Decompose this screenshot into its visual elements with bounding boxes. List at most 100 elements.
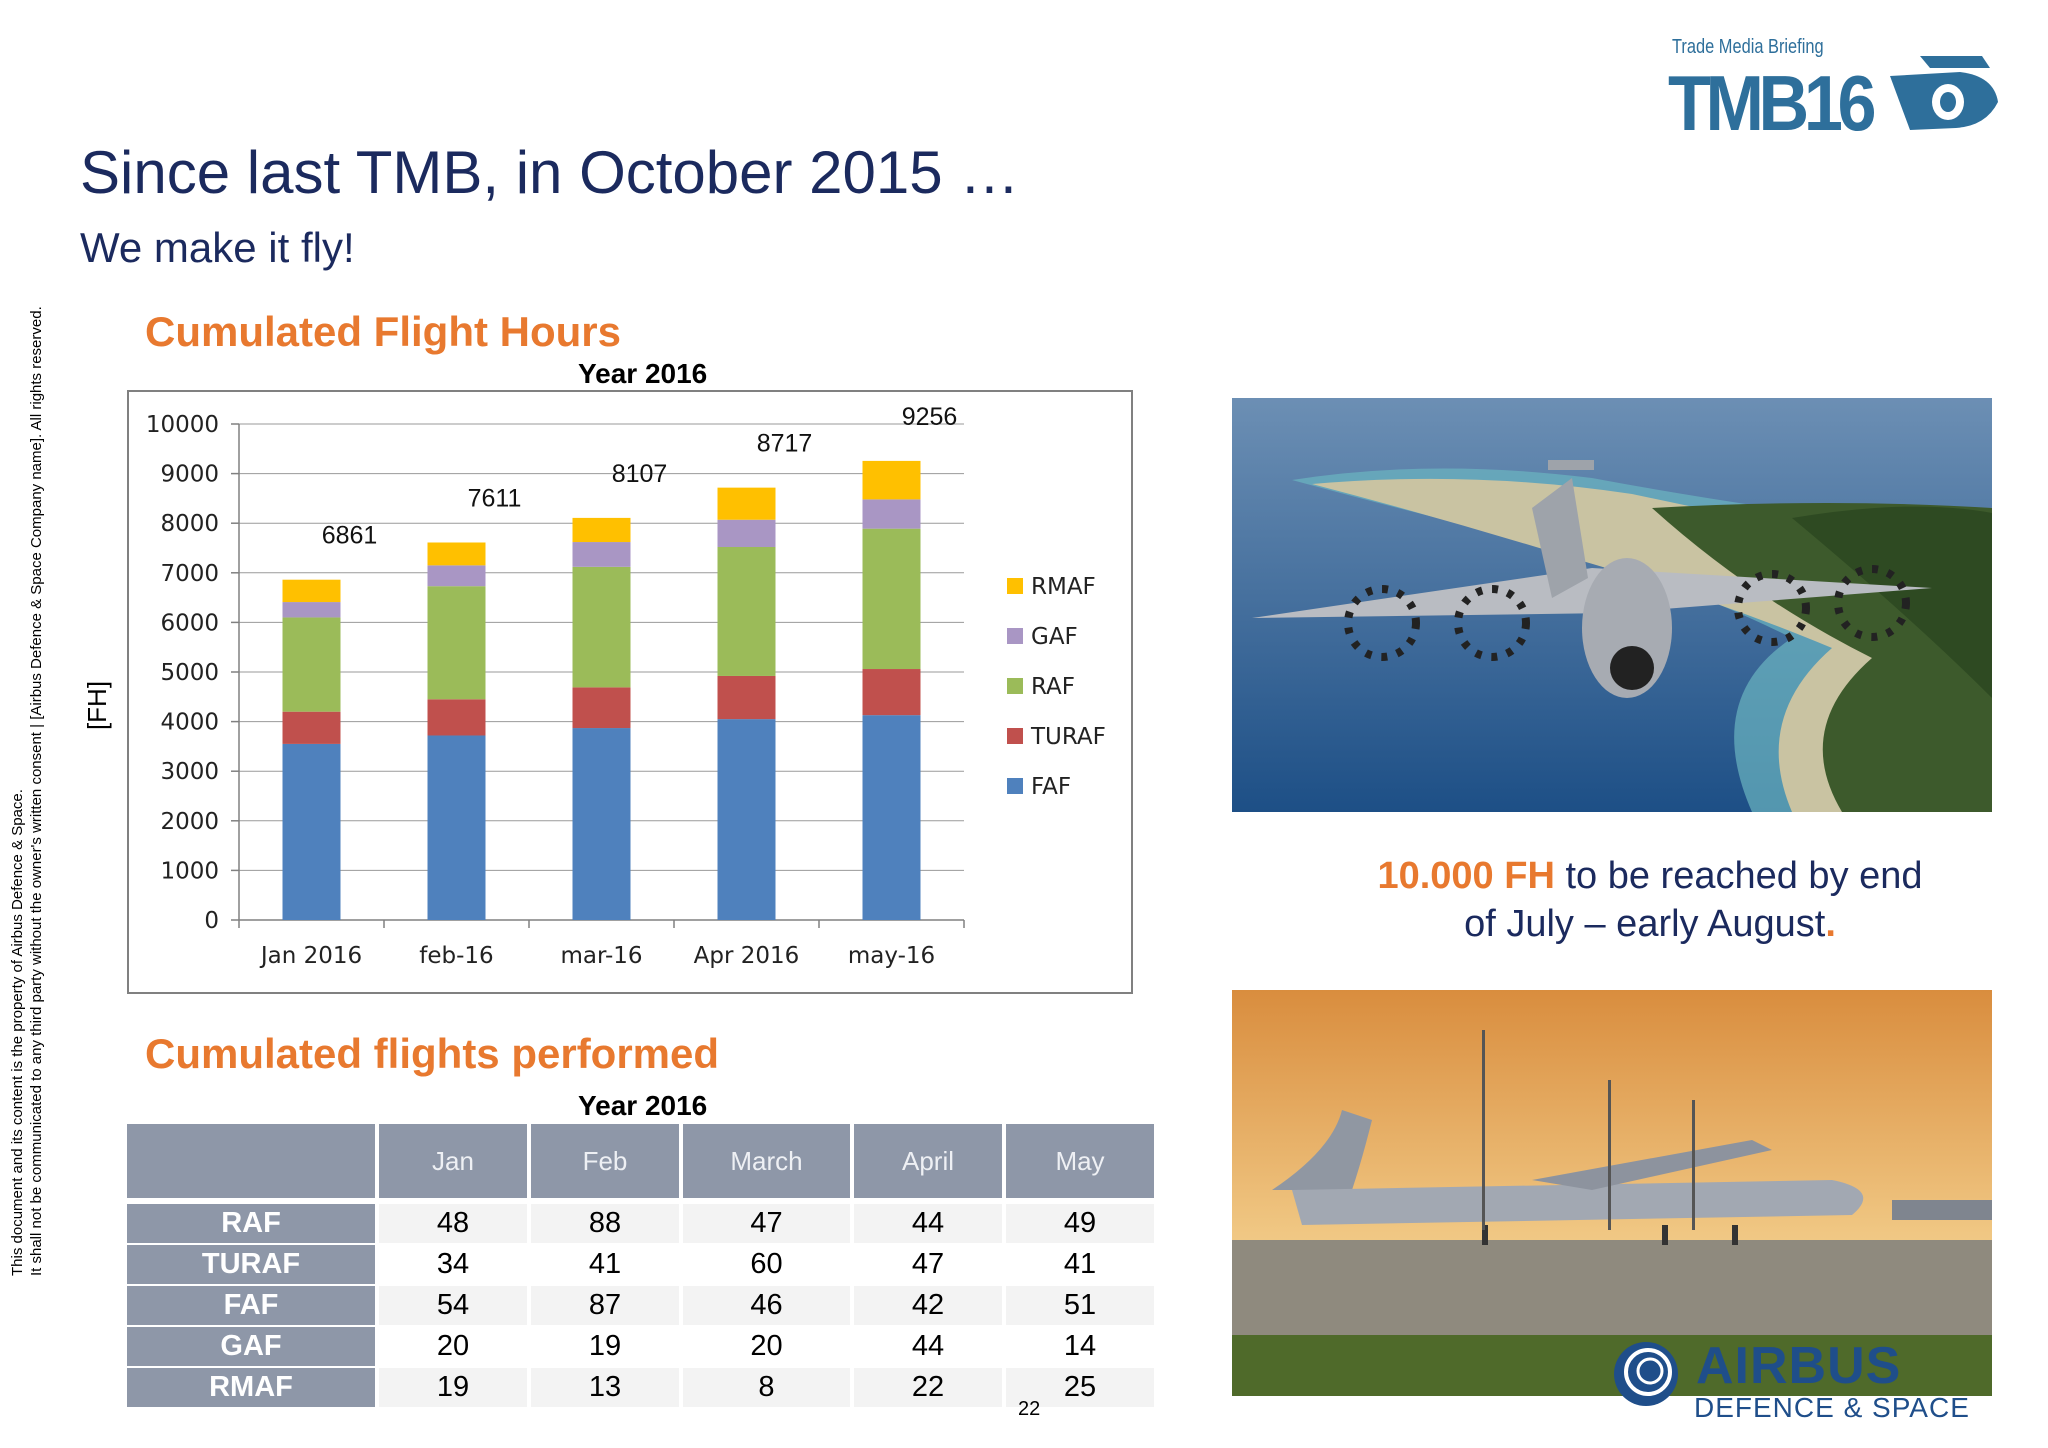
aircraft-coast-photo [1232,398,1992,812]
note-highlight: 10.000 FH [1377,855,1555,897]
y-tick-label: 8000 [160,511,219,537]
y-tick-label: 3000 [160,759,219,785]
flights-table-header: Jan Feb March April May [127,1124,1154,1198]
bar-rmaf [427,542,486,566]
bar-gaf [717,519,776,548]
table-cell: 42 [852,1285,1006,1327]
bar-raf [717,547,776,676]
bar-raf [282,617,341,712]
side-note-line-1: This document and its content is the pro… [9,789,26,1276]
bar-faf [572,728,631,920]
y-tick-label: 0 [204,908,219,934]
legend-label-rmaf: RMAF [1031,574,1096,600]
table-cell: 44 [852,1203,1006,1245]
bar-faf [717,719,776,920]
y-tick-label: 4000 [160,710,219,736]
row-header-rmaf: RMAF [127,1367,379,1409]
table-row: RMAF 19 13 8 22 25 [127,1367,1154,1409]
copyright-side-note: This document and its content is the pro… [8,306,68,1276]
bar-faf [282,743,341,920]
table-cell: 51 [1004,1285,1154,1327]
table-cell: 41 [1004,1244,1154,1286]
flight-hours-chart-frame: 0 1000 2000 3000 4000 5000 6000 7000 8000 9000 100… [127,390,1133,994]
table-cell: 46 [681,1285,854,1327]
legend-swatch-gaf [1007,628,1023,644]
col-header-jan: Jan [377,1124,531,1198]
data-label-total: 8107 [612,460,668,488]
table-row: RAF 48 88 47 44 49 [127,1203,1154,1245]
y-tick-label: 10000 [146,412,219,438]
flights-table: Jan Feb March April May RAF 48 88 47 44 49 TUR… [127,1124,1156,1409]
data-label-total: 7611 [468,484,522,512]
table-cell: 87 [529,1285,683,1327]
bar-rmaf [572,517,631,543]
side-note-line-2: It shall not be communicated to any thir… [28,306,45,1276]
bar-rmaf [717,487,776,520]
table-cell: 22 [852,1367,1006,1409]
flights-table-body: RAF 48 88 47 44 49 TURAF 34 41 60 47 41 FAF 54 87 46 42 5… [127,1203,1154,1409]
bar-raf [572,566,631,688]
bar-turaf [862,669,921,716]
bar-turaf [572,687,631,729]
table-cell: 41 [529,1244,683,1286]
x-tick-label: may-16 [848,943,935,969]
y-axis-label: [FH] [82,680,113,731]
bar-faf [427,735,486,920]
flights-year-title: Year 2016 [578,1090,708,1121]
table-cell: 47 [852,1244,1006,1286]
col-header-may: May [1004,1124,1154,1198]
note-line-2: of July – early August. [1230,900,2048,948]
note-dot: . [1825,903,1836,945]
table-cell: 14 [1004,1326,1154,1368]
airbus-swirl-icon [1614,1342,1678,1406]
y-tick-label: 9000 [160,462,219,488]
aircraft-apron-photo [1232,990,1992,1396]
airbus-logo: AIRBUS DEFENCE & SPACE [1610,1337,2000,1428]
page-number: 22 [1018,1398,1041,1420]
table-cell: 20 [377,1326,531,1368]
x-tick-label: Apr 2016 [694,943,800,969]
bar-gaf [572,542,631,567]
row-header-gaf: GAF [127,1326,379,1368]
legend-label-turaf: TURAF [1030,724,1106,750]
y-tick-label: 1000 [160,858,219,884]
bar-turaf [717,675,776,720]
legend-swatch-faf [1007,778,1023,794]
table-cell: 60 [681,1244,854,1286]
table-cell: 34 [377,1244,531,1286]
note-text-1: to be reached by end [1554,855,1923,897]
milestone-note: 10.000 FH to be reached by end of July –… [1230,852,2048,948]
row-header-raf: RAF [127,1203,379,1245]
note-text-2: of July – early August [1464,903,1826,945]
row-header-turaf: TURAF [127,1244,379,1286]
note-line-1: 10.000 FH to be reached by end [1230,852,2048,900]
table-cell: 8 [681,1367,854,1409]
bar-rmaf [862,460,921,500]
data-label-total: 9256 [902,403,958,431]
table-cell: 48 [377,1203,531,1245]
table-cell: 54 [377,1285,531,1327]
table-row: GAF 20 19 20 44 14 [127,1326,1154,1368]
y-tick-label: 2000 [160,809,219,835]
table-cell: 49 [1004,1203,1154,1245]
bar-raf [427,586,486,700]
x-tick-label: feb-16 [419,943,493,969]
legend-swatch-raf [1007,678,1023,694]
table-cell: 19 [529,1326,683,1368]
table-cell: 19 [377,1367,531,1409]
airbus-division: DEFENCE & SPACE [1694,1392,1970,1423]
flight-hours-chart: 0 1000 2000 3000 4000 5000 6000 7000 8000 9000 100… [146,403,1106,969]
data-label-total: 6861 [322,522,378,550]
table-cell: 47 [681,1203,854,1245]
col-header-feb: Feb [529,1124,683,1198]
bar-gaf [427,565,486,587]
bar-turaf [282,711,341,744]
legend-swatch-rmaf [1007,578,1023,594]
tmb16-logo: Trade Media Briefing TMB16 [1660,36,2000,147]
tmb-plane-icon [1890,56,1998,130]
table-cell: 88 [529,1203,683,1245]
legend-label-gaf: GAF [1031,624,1078,650]
y-tick-label: 7000 [160,561,219,587]
page-subtitle: We make it fly! [80,224,355,271]
tmb-tagline: Trade Media Briefing [1672,36,1824,58]
